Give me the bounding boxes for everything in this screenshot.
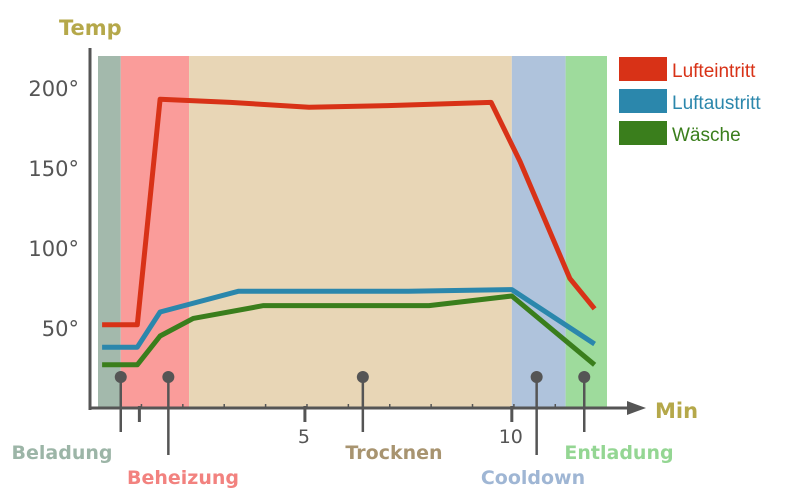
legend-swatch-luftaustritt [619,89,667,113]
y-tick-label: 100° [28,237,79,261]
legend-label-waesche: Wäsche [672,125,741,146]
y-axis-title: Temp [59,16,122,40]
phase-label-trocknen: Trocknen [345,442,442,464]
phase-band-beheizung [120,56,190,408]
y-tick-label: 150° [28,157,79,181]
y-tick-labels: 50° 100° 150° 200° [28,77,79,341]
series-lines [102,96,597,368]
phase-marker-dot [356,371,369,383]
x-tick-label: 5 [298,426,310,448]
legend-swatch-lufteintritt [619,57,667,81]
phase-band-beladung [98,56,121,408]
legend-label-lufteintritt: Lufteintritt [672,61,756,82]
phase-label-entladung: Entladung [564,442,673,464]
phase-marker-dot [530,371,543,383]
series-line-lufteintritt [102,96,597,328]
phase-marker-dot [114,371,127,383]
series-line-luftaustritt [102,287,596,350]
phase-marker-dot [578,371,591,383]
phase-markers [114,371,591,455]
phase-marker-dot [162,371,175,383]
legend-label-luftaustritt: Luftaustritt [672,93,761,114]
y-tick-label: 50° [42,317,79,341]
x-axis-title: Min [655,399,698,423]
phase-label-cooldown: Cooldown [481,467,585,489]
y-tick-label: 200° [28,77,79,101]
phase-label-beladung: Beladung [12,442,113,464]
series-line-waesche [102,293,597,368]
phase-bands [98,56,607,408]
x-tick-label: 10 [499,426,523,448]
phase-label-beheizung: Beheizung [127,467,239,489]
x-tick-labels: 5 10 [298,426,523,448]
x-axis-arrow-icon [627,401,646,415]
phase-band-trocknen [189,56,512,408]
phase-labels: Beladung Beheizung Trocknen Cooldown Entladu… [12,442,674,489]
legend-swatch-waesche [619,121,667,145]
axes [88,48,646,422]
phase-band-cooldown [511,56,566,408]
legend: Lufteintritt Luftaustritt Wäsche [619,57,761,146]
